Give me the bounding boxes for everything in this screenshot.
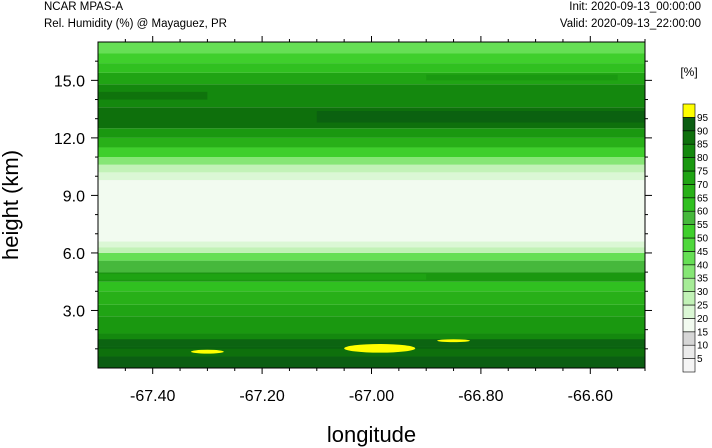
x-tick-label: -67.40 — [130, 388, 175, 405]
rh-feature — [98, 274, 427, 280]
colorbar-swatch — [682, 170, 696, 185]
x-axis-label: longitude — [327, 422, 416, 447]
colorbar-swatch — [682, 224, 696, 239]
rh-layer — [98, 291, 645, 305]
rh-layer — [98, 316, 645, 334]
colorbar-swatch — [682, 184, 696, 199]
rh-layer — [98, 180, 645, 242]
rh-feature — [190, 349, 224, 354]
colorbar-label: 65 — [697, 193, 709, 204]
rh-layer — [98, 137, 645, 148]
colorbar-label: 55 — [697, 220, 709, 231]
colorbar-swatch — [682, 237, 696, 252]
rh-layer — [98, 157, 645, 165]
valid-time: Valid: 2020-09-13_22:00:00 — [559, 18, 701, 30]
y-tick-label: 9.0 — [63, 188, 85, 205]
colorbar-swatch — [682, 277, 696, 292]
rh-layer — [98, 42, 645, 54]
colorbar-label: 80 — [697, 153, 709, 164]
colorbar-label: 30 — [697, 287, 709, 298]
colorbar-label: 95 — [697, 113, 709, 124]
colorbar-swatch — [682, 304, 696, 319]
y-axis-label: height (km) — [0, 150, 23, 260]
colorbar-label: 70 — [697, 180, 709, 191]
colorbar-swatch — [682, 143, 696, 158]
x-tick-label: -66.60 — [568, 388, 613, 405]
colorbar-unit: [%] — [680, 65, 697, 79]
colorbar-label: 75 — [697, 167, 709, 178]
init-time: Init: 2020-09-13_00:00:00 — [569, 1, 701, 13]
rh-layer — [98, 252, 645, 261]
colorbar-label: 90 — [697, 126, 709, 137]
colorbar-swatch — [682, 197, 696, 212]
colorbar-swatch — [682, 291, 696, 306]
rh-feature — [316, 111, 645, 123]
colorbar-label: 45 — [697, 247, 709, 258]
rh-feature — [426, 74, 618, 81]
rh-feature — [98, 91, 208, 100]
rh-layer — [98, 84, 645, 108]
rh-layer — [98, 172, 645, 181]
rh-layer — [98, 128, 645, 138]
field-title: Rel. Humidity (%) @ Mayaguez, PR — [44, 18, 227, 30]
colorbar-swatch — [682, 358, 696, 373]
colorbar-label: 50 — [697, 234, 709, 245]
y-tick-label: 3.0 — [63, 303, 85, 320]
colorbar-swatch — [682, 103, 696, 118]
y-tick-label: 15.0 — [54, 73, 85, 90]
colorbar-label: 10 — [697, 341, 709, 352]
rh-layer — [98, 241, 645, 248]
colorbar-label: 40 — [697, 260, 709, 271]
colorbar-swatch — [682, 264, 696, 279]
colorbar-swatch — [682, 117, 696, 132]
rh-layer — [98, 356, 645, 368]
colorbar-swatch — [682, 157, 696, 172]
colorbar-swatch — [682, 331, 696, 346]
colorbar-label: 60 — [697, 207, 709, 218]
rh-layer — [98, 247, 645, 253]
y-tick-label: 12.0 — [54, 131, 85, 148]
rh-feature — [98, 339, 645, 349]
rh-feature — [344, 344, 416, 353]
colorbar-label: 35 — [697, 274, 709, 285]
rh-layer — [98, 63, 645, 73]
colorbar-swatch — [682, 318, 696, 333]
model-name: NCAR MPAS-A — [44, 1, 124, 13]
rh-layer — [98, 304, 645, 317]
colorbar-label: 20 — [697, 314, 709, 325]
rh-layer — [98, 260, 645, 273]
y-tick-label: 6.0 — [63, 246, 85, 263]
colorbar-label: 85 — [697, 140, 709, 151]
x-tick-label: -67.20 — [239, 388, 284, 405]
colorbar-swatch — [682, 130, 696, 145]
rh-layer — [98, 147, 645, 158]
colorbar-swatch — [682, 210, 696, 225]
x-tick-label: -66.80 — [458, 388, 503, 405]
rh-layer — [98, 164, 645, 173]
rh-layer — [98, 72, 645, 85]
rh-layer — [98, 281, 645, 292]
colorbar-label: 5 — [697, 354, 703, 365]
rh-layer — [98, 53, 645, 64]
colorbar-label: 25 — [697, 301, 709, 312]
rh-feature — [437, 339, 470, 343]
colorbar-label: 15 — [697, 327, 709, 338]
colorbar-swatch — [682, 344, 696, 359]
colorbar-swatch — [682, 251, 696, 266]
x-tick-label: -67.00 — [349, 388, 394, 405]
